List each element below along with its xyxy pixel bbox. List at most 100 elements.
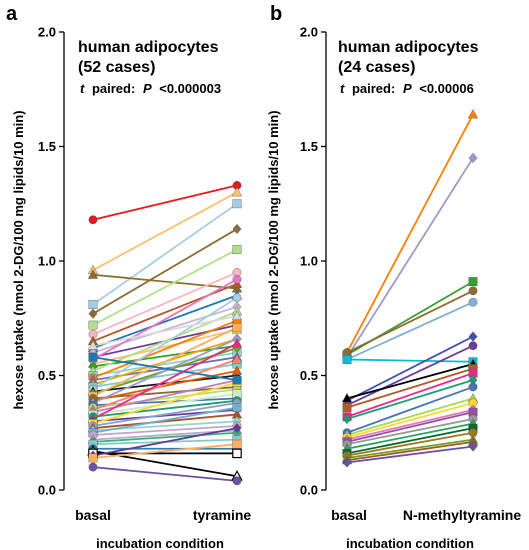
panel-a-series-line xyxy=(92,191,238,271)
panel-b-marker-basal xyxy=(342,403,352,412)
panel-a-series-line xyxy=(92,273,238,290)
panel-a-stat-value: <0.000003 xyxy=(159,81,221,96)
panel-b-x-category-label: basal xyxy=(331,507,367,523)
panel-b-series-line xyxy=(346,431,474,457)
panel-b-axes: 0.0 0.5 1.0 1.5 2.0 basal N-methyltyramine xyxy=(300,25,521,524)
panel-b-marker-treated xyxy=(468,441,478,452)
panel-b-series-line xyxy=(346,358,474,363)
panel-a-y-tick-label: 0.0 xyxy=(38,483,56,498)
panel-b-series-line xyxy=(346,422,474,450)
panel-b-marker-treated xyxy=(468,286,478,296)
panel-b-series-line xyxy=(346,438,474,459)
panel-a-stat-paired: paired: xyxy=(92,81,135,96)
panel-a-series-line xyxy=(92,450,238,478)
panel-b-y-tick-label: 2.0 xyxy=(300,25,318,40)
panel-a-marker-treated xyxy=(232,323,242,332)
panel-a-series-line xyxy=(92,443,238,459)
panel-b-series-line xyxy=(346,402,474,439)
panel-b-stat-paired: paired: xyxy=(352,81,395,96)
panel-b-series-line xyxy=(346,367,474,409)
panel-b-series-line xyxy=(346,397,474,436)
panel-b-series-line xyxy=(346,157,474,358)
panel-a-marker-treated xyxy=(232,293,242,303)
panel-a-x-category-label: basal xyxy=(75,507,111,523)
panel-a-marker-basal xyxy=(88,453,98,463)
panel-a-y-tick-label: 0.5 xyxy=(38,368,56,383)
panel-a-series-line xyxy=(92,294,238,349)
panel-b-y-tick-label: 0.0 xyxy=(300,483,318,498)
panel-b-series-line xyxy=(346,427,474,455)
panel-a-marker-treated xyxy=(232,476,242,486)
panel-b-stat-value: <0.00006 xyxy=(419,81,474,96)
panel-b-stat-text: t paired: P <0.00006 xyxy=(340,81,474,96)
panel-a-series-line xyxy=(92,406,238,434)
panel-a-marker-treated xyxy=(232,199,242,209)
panel-a-stat-p: P xyxy=(143,81,152,96)
panel-b-marker-treated xyxy=(468,297,478,307)
panel-a-series-line xyxy=(92,271,238,336)
panel-a-series-line xyxy=(92,413,238,430)
panel-a-marker-basal xyxy=(88,300,98,309)
panel-b-marker-treated xyxy=(468,382,478,392)
panel-b-marker-basal xyxy=(342,457,352,468)
panel-b-series-line xyxy=(346,372,474,418)
panel-a-letter: a xyxy=(6,3,18,25)
panel-b-marker-treated xyxy=(468,277,478,287)
panel-a-series-line xyxy=(92,388,238,409)
panel-b-series-lines xyxy=(346,114,474,464)
panel-a-series-line xyxy=(92,431,238,443)
panel-b-chart: b human adipocytes (24 cases) t paired: … xyxy=(266,3,521,550)
panel-b-series-line xyxy=(346,344,474,407)
panel-a-y-tick-label: 1.5 xyxy=(38,139,56,154)
panel-a-marker-basal xyxy=(87,340,99,350)
panel-a-series-line xyxy=(92,184,238,221)
panel-a-title-line1: human adipocytes xyxy=(78,39,219,56)
panel-a-series-line xyxy=(92,374,238,393)
panel-a-y-tick-label: 1.0 xyxy=(38,254,56,269)
panel-a-series-line xyxy=(92,356,238,381)
panel-a-series-line xyxy=(92,328,238,365)
panel-b-marker-treated xyxy=(468,152,478,164)
panel-b-stat-p: P xyxy=(403,81,412,96)
panel-b-series-line xyxy=(346,408,474,441)
panel-a-marker-treated xyxy=(231,338,243,348)
panel-a-x-axis-title: incubation condition xyxy=(96,536,224,550)
panel-a-marker-treated xyxy=(232,375,242,385)
panel-a-marker-treated xyxy=(231,310,243,320)
panel-b-series-line xyxy=(346,418,474,446)
panel-b-series-line xyxy=(346,386,474,434)
panel-b-marker-treated xyxy=(467,109,479,119)
panel-b-marker-basal xyxy=(342,413,352,425)
panel-a-series-line xyxy=(92,392,238,416)
panel-a-series-line xyxy=(92,319,238,379)
panel-b-series-line xyxy=(346,335,474,402)
panel-b-title-line2: (24 cases) xyxy=(338,59,415,76)
panel-a-marker-treated xyxy=(231,354,243,364)
panel-b-letter: b xyxy=(270,3,282,25)
panel-a-y-tick-label: 2.0 xyxy=(38,25,56,40)
panel-a-marker-treated xyxy=(231,186,243,197)
panel-a-series-line xyxy=(92,399,238,418)
panel-a-series-line xyxy=(92,358,238,411)
panel-b-series-line xyxy=(346,301,474,361)
panel-a-axes: 0.0 0.5 1.0 1.5 2.0 basal tyramine xyxy=(38,25,251,524)
panel-a-series-line xyxy=(92,305,238,354)
panel-a-marker-basal xyxy=(88,308,98,319)
panel-b-y-tick-label: 1.5 xyxy=(300,139,318,154)
panel-a-series-line xyxy=(92,402,238,427)
panel-a-title-line2: (52 cases) xyxy=(78,59,155,76)
panel-a-marker-basal xyxy=(88,320,98,330)
panel-a-series-line xyxy=(92,228,238,315)
panel-b-marker-treated xyxy=(468,331,478,342)
panel-a-stat-text: t paired: P <0.000003 xyxy=(80,81,221,96)
panel-a-marker-treated xyxy=(232,439,242,449)
panel-a-series-line xyxy=(92,338,238,404)
panel-a-series-line xyxy=(92,466,238,482)
panel-b-y-axis-title: hexose uptake (nmol 2-DG/100 mg lipids/1… xyxy=(266,110,281,409)
panel-b-x-category-label: N-methyltyramine xyxy=(403,507,521,523)
panel-b-series-line xyxy=(346,441,474,462)
panel-a-marker-treated xyxy=(232,274,242,284)
panel-a-series-line xyxy=(92,424,238,436)
panel-a-marker-basal xyxy=(88,352,98,362)
panel-a-series-line xyxy=(92,315,238,347)
